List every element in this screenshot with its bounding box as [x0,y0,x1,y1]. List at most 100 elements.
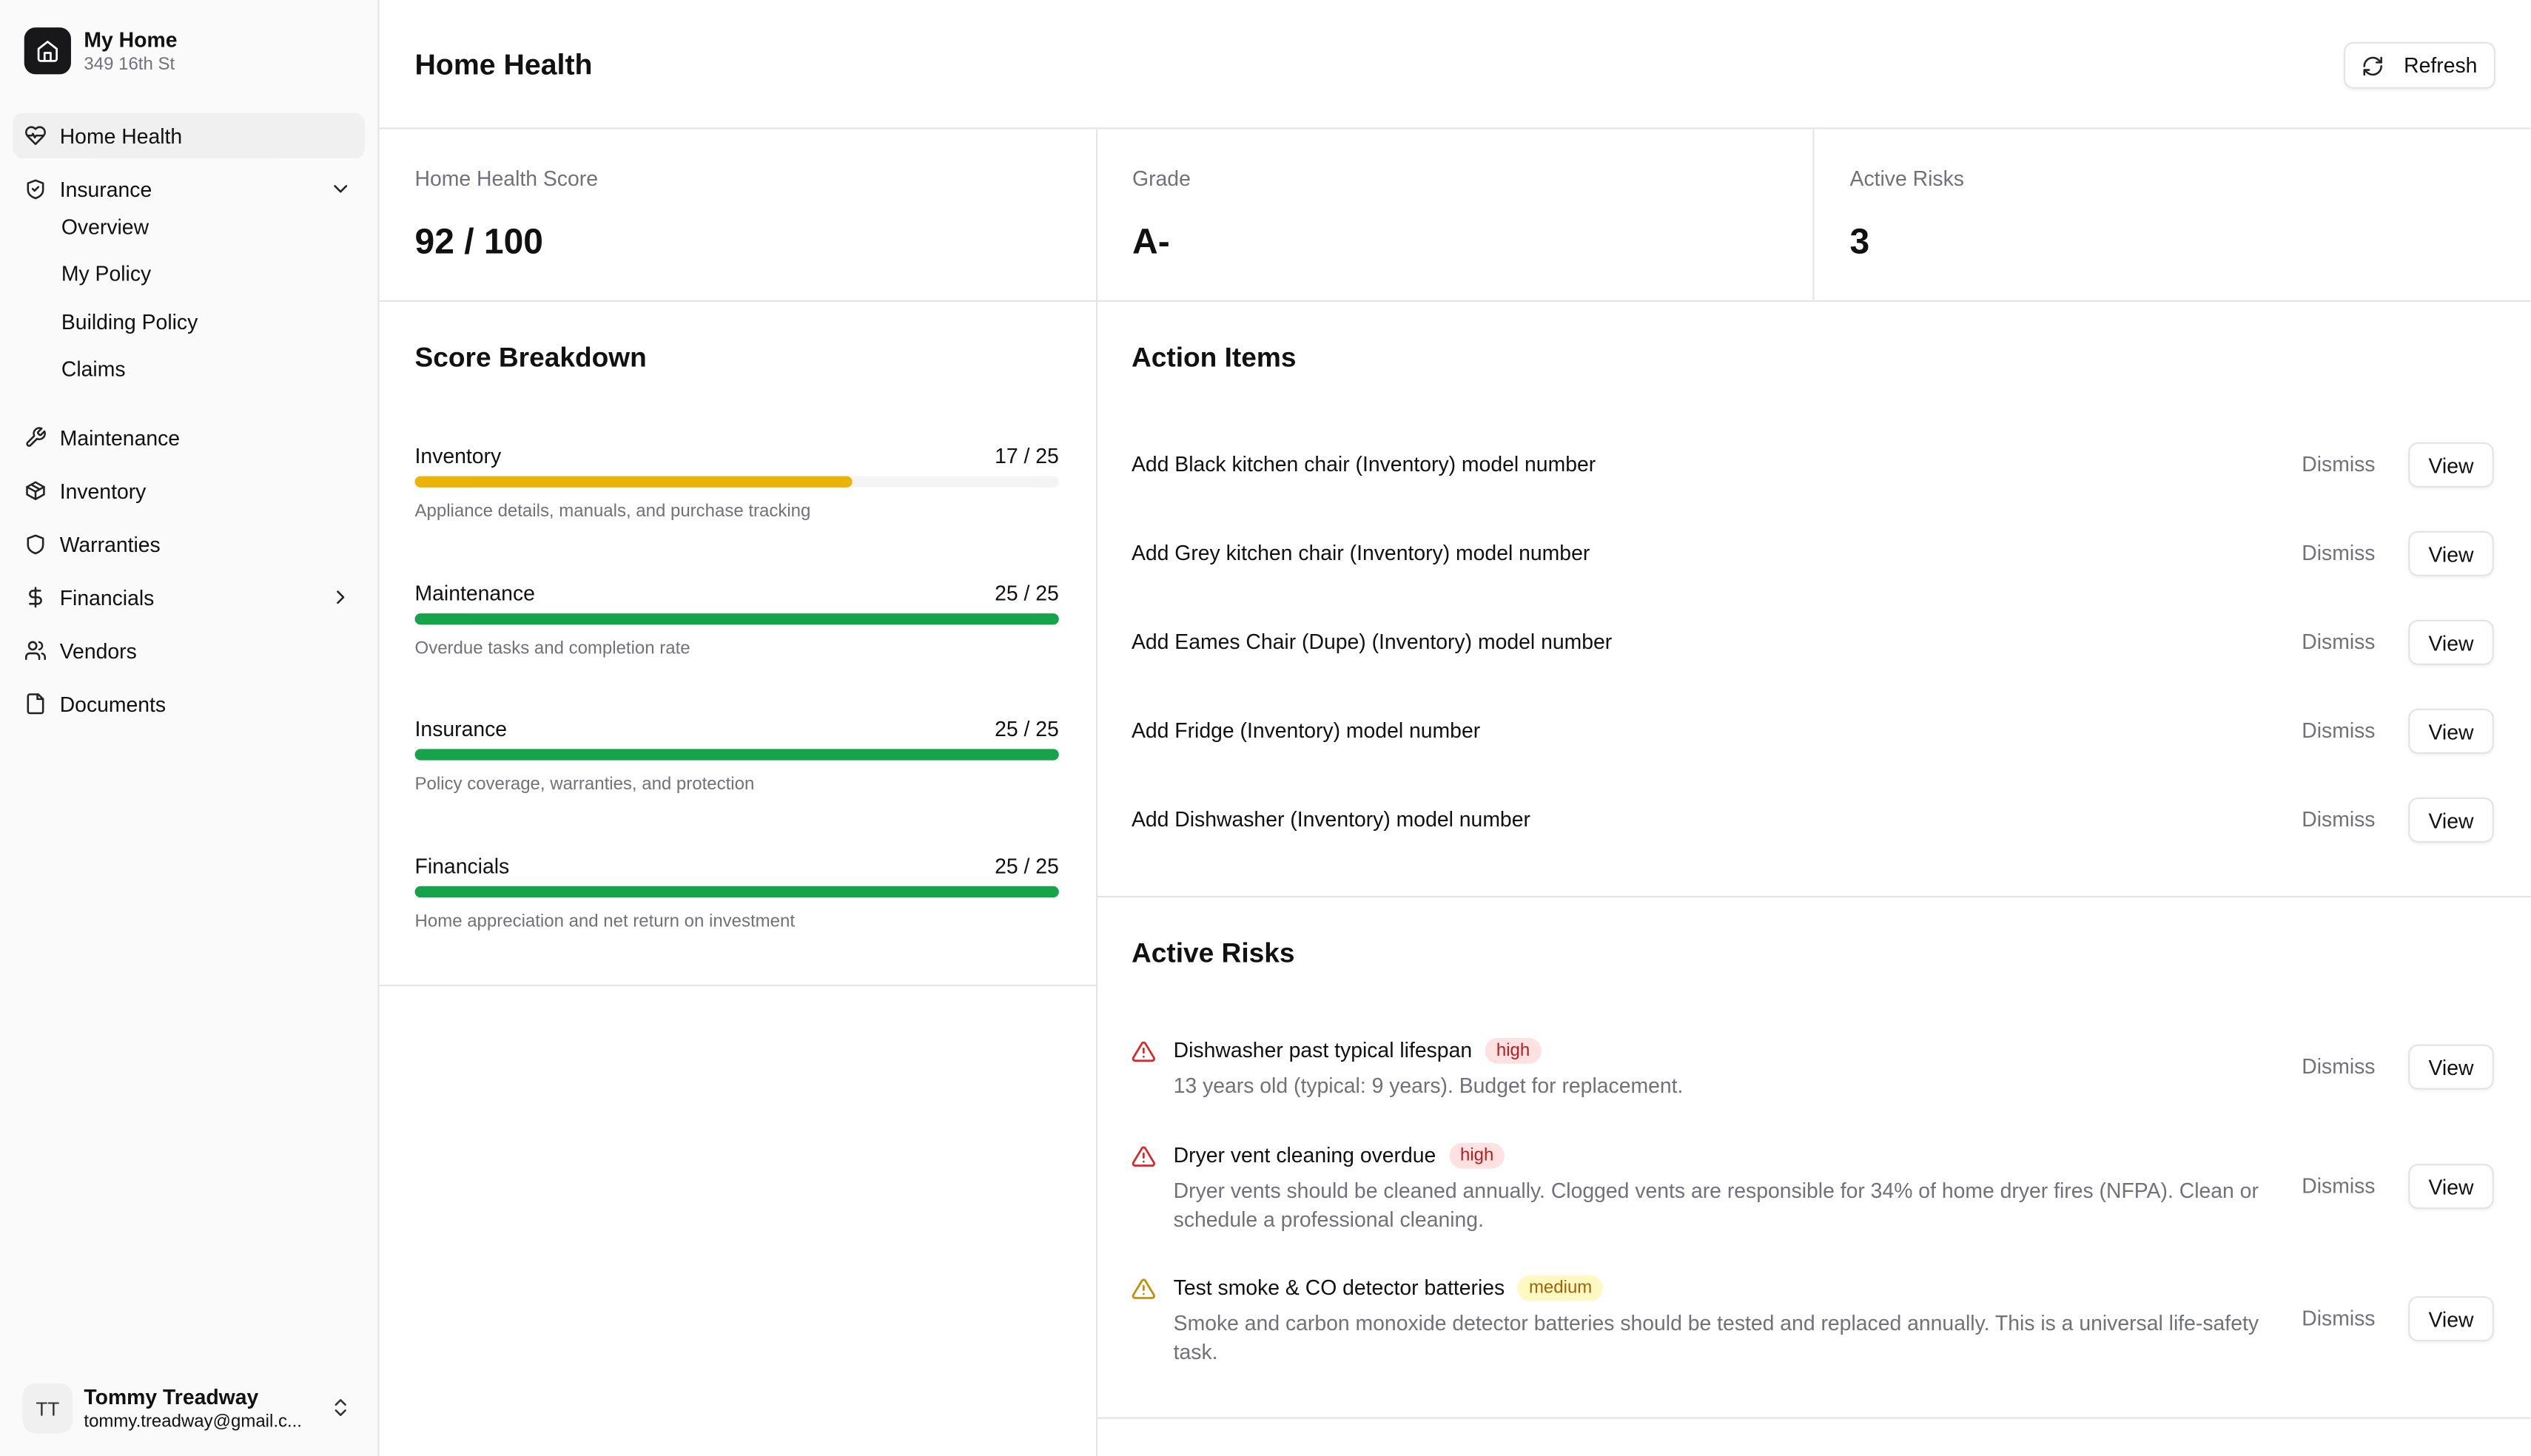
refresh-button[interactable]: Refresh [2343,41,2495,89]
refresh-label: Refresh [2404,53,2478,78]
shield-check-icon [27,179,44,200]
users-icon [24,641,46,661]
nav-label: Vendors [59,639,137,664]
nav-subitem[interactable]: Building Policy [61,309,198,334]
main: Home Health Refresh Home Health Score 92 / … [379,0,2531,1456]
warn-icon [1132,1278,1155,1299]
risk-title: Dryer vent cleaning overdue high [1173,1142,1505,1169]
divider [1095,129,1098,1456]
breakdown-description: Overdue tasks and completion rate [414,638,690,658]
right-icon [337,590,345,604]
nav-label: Documents [59,692,167,718]
action-item-text: Add Dishwasher (Inventory) model number [1131,806,1530,832]
view-button[interactable]: View [2408,619,2494,665]
risk-name: Test smoke & CO detector batteries [1173,1275,1505,1300]
progress-track [414,476,1059,488]
refresh-icon [2363,56,2382,76]
divider [1095,1417,2531,1419]
view-button[interactable]: View [2408,1295,2494,1342]
risk-title: Test smoke & CO detector batteries medium [1174,1275,1604,1301]
updown-icon [335,1399,346,1416]
nav-item[interactable]: Maintenance [13,415,364,460]
home-name: My Home [84,27,178,52]
stat-label: Home Health Score [414,166,598,191]
nav-item[interactable]: Home Health [13,112,365,158]
divider [1812,129,1815,300]
progress-track [414,885,1059,897]
action-item-text: Add Fridge (Inventory) model number [1131,718,1481,743]
risk-description: Dryer vents should be cleaned annually. … [1173,1178,2259,1232]
risk-description: Smoke and carbon monoxide detector batte… [1173,1310,2259,1364]
progress-track [414,612,1059,624]
view-button[interactable]: View [2408,797,2494,843]
nav-subitem[interactable]: Overview [61,215,149,239]
wrench-icon [26,427,46,448]
stat-label: Grade [1132,166,1191,191]
view-button[interactable]: View [2408,530,2494,576]
action-item-text: Add Black kitchen chair (Inventory) mode… [1131,451,1596,476]
breakdown-score: 17 / 25 [995,443,1059,468]
risk-title: Dishwasher past typical lifespan high [1173,1037,1542,1064]
progress-track [414,749,1059,761]
user-name: Tommy Treadway [84,1384,259,1409]
nav-item[interactable]: Vendors [13,628,364,673]
home-address: 349 16th St [84,55,175,75]
section-title: Active Risks [1131,937,1295,969]
breakdown-name: Maintenance [414,580,535,605]
severity-badge: medium [1517,1275,1604,1301]
shield-icon [27,534,44,555]
user-avatar: TT [22,1383,73,1434]
dismiss-button[interactable]: Dismiss [2302,718,2376,743]
dismiss-button[interactable]: Dismiss [2302,629,2376,654]
breakdown-name: Insurance [414,716,508,741]
nav-subitem[interactable]: Claims [61,356,126,381]
dismiss-button[interactable]: Dismiss [2302,540,2376,565]
risk-name: Dryer vent cleaning overdue [1173,1142,1436,1167]
dismiss-button[interactable]: Dismiss [2302,1173,2376,1198]
box-icon [26,481,45,501]
progress-bar [414,749,1059,761]
nav-item[interactable]: Insurance [13,166,364,212]
stat-value: A- [1132,220,1170,262]
view-button[interactable]: View [2408,1044,2494,1090]
view-button[interactable]: View [2408,1164,2494,1210]
sidebar: My Home 349 16th St Home Health Insurance Ov… [0,0,380,1456]
dismiss-button[interactable]: Dismiss [2302,1054,2376,1079]
action-item-text: Add Eames Chair (Dupe) (Inventory) model… [1131,629,1613,654]
nav-item[interactable]: Financials [13,575,364,620]
nav-label: Inventory [59,479,147,505]
divider [379,300,2531,302]
breakdown-name: Financials [414,853,510,877]
page-title: Home Health [414,48,593,81]
breakdown-description: Appliance details, manuals, and purchase… [414,502,811,522]
nav-item[interactable]: Documents [13,681,364,727]
breakdown-description: Policy coverage, warranties, and protect… [414,775,755,795]
breakdown-score: 25 / 25 [995,716,1059,741]
dollar-icon [29,587,42,608]
nav-subitem[interactable]: My Policy [61,262,152,286]
stat-label: Active Risks [1849,166,1964,191]
view-button[interactable]: View [2408,708,2494,754]
dismiss-button[interactable]: Dismiss [2302,1306,2376,1330]
nav-label: Home Health [59,124,183,149]
breakdown-score: 25 / 25 [995,853,1059,877]
nav-label: Warranties [59,533,161,558]
divider [379,984,1096,987]
breakdown-description: Home appreciation and net return on inve… [414,911,796,931]
nav-label: Insurance [59,177,152,202]
dismiss-button[interactable]: Dismiss [2302,451,2376,476]
risk-name: Dishwasher past typical lifespan [1173,1037,1473,1062]
dismiss-button[interactable]: Dismiss [2302,806,2376,832]
breakdown-name: Inventory [414,443,502,468]
heart-icon [24,126,46,145]
progress-bar [414,476,853,488]
warn-icon [1132,1041,1155,1062]
nav-item[interactable]: Inventory [13,468,364,513]
warn-icon [1132,1146,1155,1167]
risk-description: 13 years old (typical: 9 years). Budget … [1173,1073,1684,1098]
nav-item[interactable]: Warranties [13,522,364,567]
view-button[interactable]: View [2408,442,2494,488]
down-icon [334,185,348,193]
